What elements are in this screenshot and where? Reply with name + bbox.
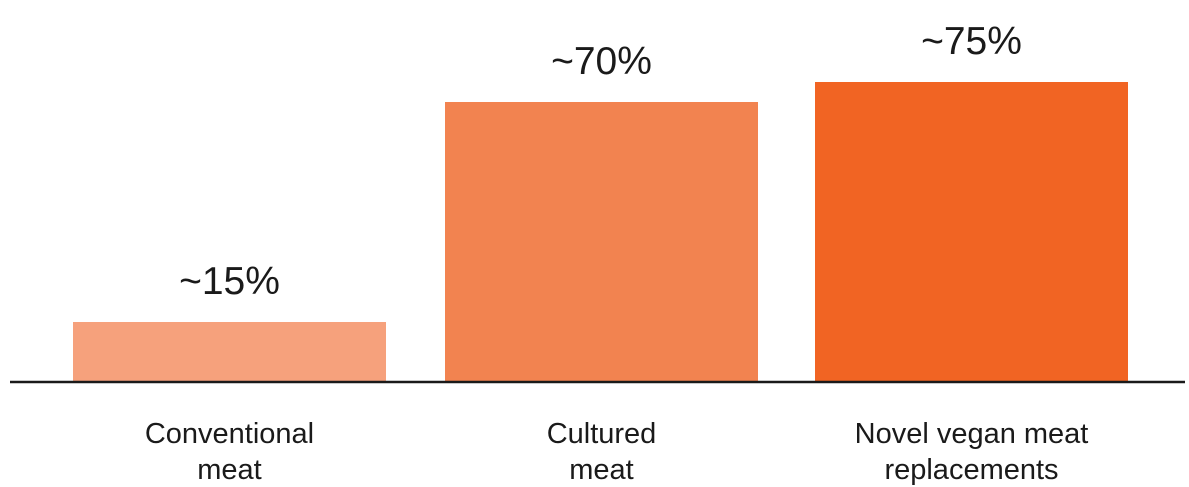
category-labels-group: Conventional meat Cultured meat Novel vegan … [145, 418, 1089, 486]
bar-3 [815, 82, 1128, 382]
category-label-2-line-1: Cultured [547, 418, 657, 450]
category-label-3-line-2: replacements [884, 454, 1058, 486]
data-label-2: ~70% [551, 40, 652, 83]
category-label-1-line-2: meat [197, 454, 261, 486]
bar-1 [73, 322, 386, 382]
category-label-2-line-2: meat [569, 454, 633, 486]
bar-2 [445, 102, 758, 382]
category-label-1-line-1: Conventional [145, 418, 314, 450]
data-label-3: ~75% [921, 20, 1022, 63]
data-labels-group: ~15% ~70% ~75% [179, 20, 1022, 303]
bars-group [73, 82, 1128, 382]
category-label-3-line-1: Novel vegan meat [855, 418, 1089, 450]
data-label-1: ~15% [179, 260, 280, 303]
